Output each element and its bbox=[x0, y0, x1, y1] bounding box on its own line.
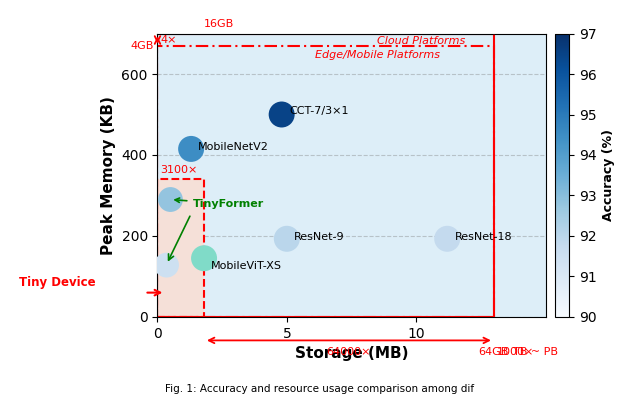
Point bbox=[186, 146, 196, 152]
Y-axis label: Accuracy (%): Accuracy (%) bbox=[602, 129, 615, 221]
Bar bbox=[157, 179, 204, 317]
Text: CCT-7/3×1: CCT-7/3×1 bbox=[289, 106, 348, 116]
Text: 64000×: 64000× bbox=[326, 347, 371, 357]
Text: 4×: 4× bbox=[161, 35, 177, 45]
Point bbox=[161, 262, 172, 268]
Y-axis label: Peak Memory (KB): Peak Memory (KB) bbox=[101, 96, 116, 255]
X-axis label: Storage (MB): Storage (MB) bbox=[295, 346, 408, 361]
Text: MobileNetV2: MobileNetV2 bbox=[198, 142, 269, 152]
Text: Fig. 1: Accuracy and resource usage comparison among dif: Fig. 1: Accuracy and resource usage comp… bbox=[165, 384, 475, 394]
Text: Cloud Platforms: Cloud Platforms bbox=[377, 36, 465, 46]
Text: 3100×: 3100× bbox=[161, 165, 198, 175]
Point bbox=[165, 196, 175, 203]
Text: TB ~ PB: TB ~ PB bbox=[513, 347, 557, 357]
Text: 64GB: 64GB bbox=[479, 347, 509, 357]
Point bbox=[276, 111, 287, 118]
Text: 1000×: 1000× bbox=[497, 347, 534, 357]
Bar bbox=[157, 34, 494, 317]
Text: Edge/Mobile Platforms: Edge/Mobile Platforms bbox=[315, 50, 440, 60]
Point bbox=[199, 255, 209, 261]
Point bbox=[442, 236, 452, 242]
Point bbox=[282, 236, 292, 242]
Bar bbox=[157, 46, 494, 317]
Text: ResNet-9: ResNet-9 bbox=[294, 232, 345, 242]
Text: 4GB: 4GB bbox=[130, 42, 154, 51]
Text: Tiny Device: Tiny Device bbox=[19, 276, 95, 289]
Text: TinyFormer: TinyFormer bbox=[175, 198, 264, 209]
Text: MobileViT-XS: MobileViT-XS bbox=[211, 261, 282, 271]
Text: 16GB: 16GB bbox=[204, 19, 234, 29]
Text: ResNet-18: ResNet-18 bbox=[454, 232, 512, 242]
